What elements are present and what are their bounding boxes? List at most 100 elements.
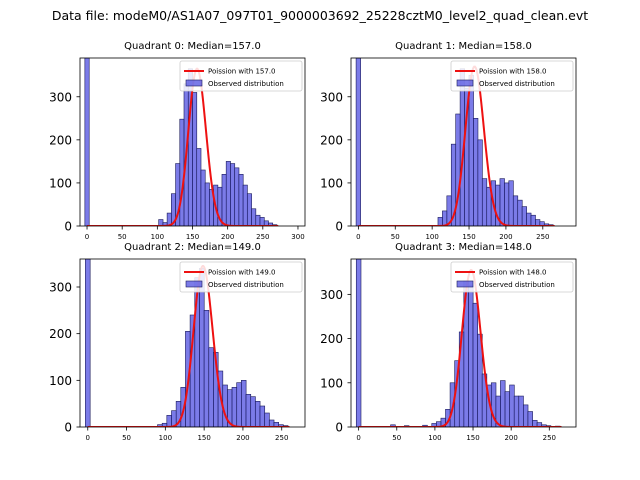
- y-tick-label: 300: [49, 281, 72, 295]
- axes-frame: [350, 57, 577, 227]
- axes-frame: [350, 258, 577, 428]
- poisson-curve: [87, 265, 290, 427]
- quadrant-panel-2: Quadrant 2: Median=149.0 0 50 100 150 200 250 0…: [49, 242, 306, 442]
- y-tick-label: 100: [320, 176, 343, 190]
- histogram-bar: [204, 182, 210, 226]
- histogram-bars: [355, 58, 554, 226]
- histogram-bar: [517, 199, 523, 226]
- legend-observed-swatch: [185, 280, 203, 288]
- y-tick-label: 300: [49, 90, 72, 104]
- histogram-bar: [200, 169, 206, 226]
- legend-observed-swatch: [456, 79, 474, 87]
- poisson-curve: [358, 65, 555, 226]
- histogram-bar: [208, 347, 214, 427]
- histogram-bar: [442, 210, 448, 226]
- x-tick-label: 150: [466, 434, 479, 442]
- panel-title: Quadrant 3: Median=148.0: [395, 242, 532, 253]
- x-tick-label: 150: [197, 434, 210, 442]
- histogram-bar: [526, 212, 532, 226]
- figure-title: Data file: modeM0/AS1A07_097T01_90000036…: [52, 8, 588, 23]
- histogram-bars: [84, 58, 278, 226]
- x-tick-label: 100: [425, 233, 438, 241]
- histogram-bar: [192, 92, 198, 226]
- histogram-bar: [251, 208, 257, 226]
- histogram-bar: [250, 396, 256, 427]
- panel-title: Quadrant 1: Median=158.0: [395, 41, 532, 52]
- x-tick-label: 0: [86, 434, 90, 442]
- histogram-bar: [221, 174, 227, 226]
- quadrant-panel-0: Quadrant 0: Median=157.0 0 50 100 150 200 250 3…: [49, 41, 306, 241]
- histogram-bar: [512, 195, 519, 226]
- histogram-bar: [245, 394, 252, 427]
- histogram-bars: [355, 259, 561, 427]
- histogram-bar: [231, 387, 238, 427]
- x-tick-label: 200: [504, 434, 517, 442]
- histogram-bar: [527, 411, 533, 427]
- histogram-bar: [255, 214, 261, 226]
- y-tick-label: 0: [64, 220, 72, 234]
- histogram-bar: [259, 217, 265, 226]
- histogram-bar: [84, 58, 90, 226]
- histogram-bar: [437, 217, 443, 226]
- histogram-bar: [196, 148, 202, 226]
- x-tick-label: 50: [118, 233, 127, 241]
- histogram-bar: [504, 391, 511, 427]
- quadrant-panel-3: Quadrant 3: Median=148.0 0 50 100 150 200 250 0…: [320, 242, 577, 442]
- histogram-bar: [254, 401, 261, 427]
- x-tick-label: 100: [151, 233, 164, 241]
- y-tick-label: 300: [320, 288, 343, 302]
- y-tick-label: 200: [49, 327, 72, 341]
- histogram-bar: [468, 285, 474, 427]
- histogram-bar: [481, 178, 488, 226]
- x-tick-label: 250: [536, 233, 549, 241]
- x-tick-label: 300: [291, 233, 304, 241]
- legend: Poission with 148.0 Observed distribution: [450, 261, 574, 293]
- histogram-bar: [225, 161, 231, 226]
- histogram-bar: [518, 395, 524, 427]
- legend-poisson-label: Poission with 148.0: [479, 269, 547, 277]
- histogram-bar: [508, 180, 514, 226]
- x-tick-label: 50: [122, 434, 131, 442]
- poisson-curve: [358, 269, 562, 427]
- histogram-bar: [246, 193, 252, 226]
- axes-frame: [79, 258, 306, 428]
- legend: Poission with 149.0 Observed distribution: [179, 261, 303, 293]
- x-tick-label: 250: [543, 434, 556, 442]
- x-tick-label: 50: [392, 434, 401, 442]
- legend-observed-label: Observed distribution: [208, 281, 284, 289]
- legend-observed-label: Observed distribution: [479, 80, 555, 88]
- y-tick-label: 300: [320, 90, 343, 104]
- x-tick-label: 200: [236, 434, 249, 442]
- histogram-bar: [472, 302, 478, 427]
- legend: Poission with 157.0 Observed distribution: [179, 60, 303, 92]
- legend-poisson-label: Poission with 158.0: [479, 68, 547, 76]
- x-tick-label: 50: [391, 233, 400, 241]
- x-tick-label: 250: [275, 434, 288, 442]
- histogram-bar: [521, 206, 527, 226]
- histogram-bar: [238, 174, 244, 226]
- legend-poisson-label: Poission with 157.0: [208, 68, 276, 76]
- y-tick-label: 0: [335, 421, 343, 435]
- y-tick-label: 0: [335, 220, 343, 234]
- x-tick-label: 0: [85, 233, 89, 241]
- histogram-bar: [499, 178, 505, 226]
- x-tick-label: 0: [356, 233, 360, 241]
- histogram-bar: [500, 380, 506, 427]
- y-tick-label: 200: [320, 332, 343, 346]
- histogram-bar: [242, 184, 248, 226]
- y-tick-label: 100: [49, 374, 72, 388]
- legend: Poission with 158.0 Observed distribution: [450, 60, 574, 92]
- histogram-bar: [522, 404, 529, 427]
- legend-poisson-label: Poission with 149.0: [208, 269, 276, 277]
- panel-title: Quadrant 2: Median=149.0: [124, 242, 261, 253]
- y-tick-label: 100: [49, 176, 72, 190]
- histogram-bar: [85, 259, 91, 427]
- histogram-bar: [509, 384, 515, 427]
- x-tick-label: 250: [256, 233, 269, 241]
- y-tick-label: 200: [49, 133, 72, 147]
- histogram-bar: [230, 163, 236, 226]
- y-tick-label: 100: [320, 376, 343, 390]
- histogram-bar: [477, 139, 483, 226]
- panel-title: Quadrant 0: Median=157.0: [124, 41, 261, 52]
